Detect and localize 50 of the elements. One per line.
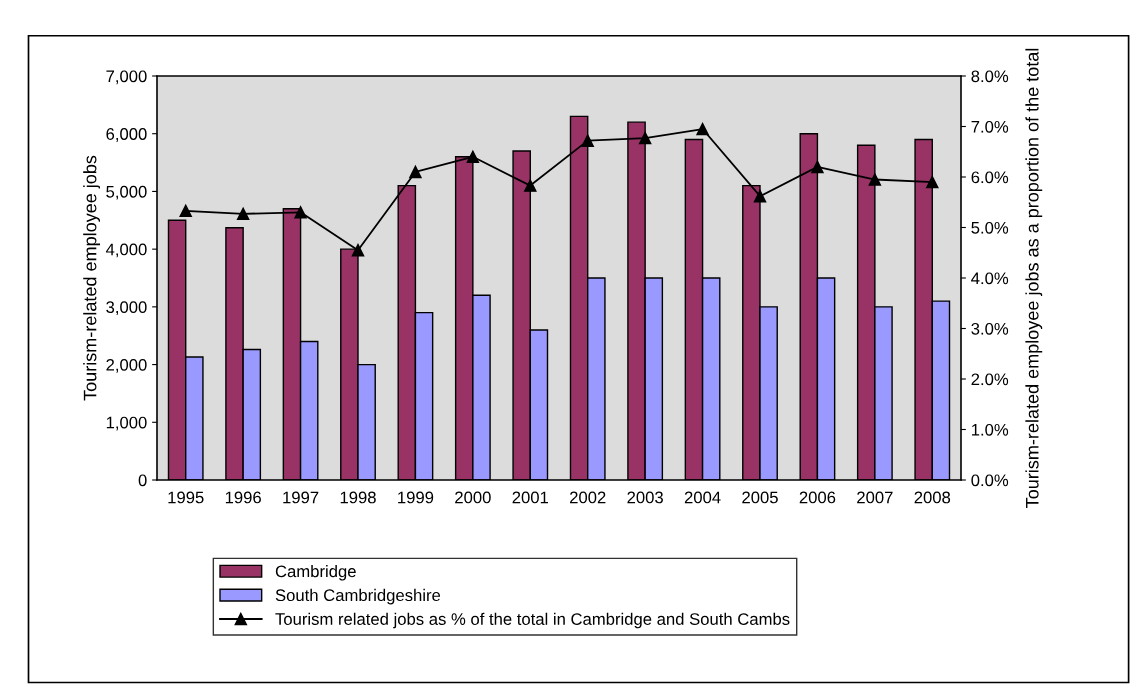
point — [294, 206, 307, 219]
point — [351, 243, 365, 257]
point — [581, 134, 594, 147]
x-tick-label: 1997 — [283, 491, 319, 504]
x-tick-label: 2001 — [512, 491, 549, 504]
legend-label: Tourism related jobs as % of the total in Cambridge and South Cambs — [275, 612, 790, 629]
y2-tick-label: 1.0% — [971, 423, 1009, 436]
y-tick-label: 4,000 — [105, 243, 147, 258]
point — [638, 131, 652, 145]
x-tick-label: 2005 — [742, 491, 778, 504]
y2-tick-label: 0.0% — [971, 474, 1009, 487]
y-tick-label: 5,000 — [106, 185, 147, 200]
y-tick-label: 2,000 — [106, 358, 147, 373]
x-tick-label: 2006 — [799, 491, 836, 504]
point — [524, 179, 537, 192]
x-tick-label: 2003 — [627, 491, 663, 504]
point — [409, 165, 422, 179]
point — [811, 160, 824, 174]
y2-tick-label: 3.0% — [971, 322, 1009, 335]
x-tick-label: 2002 — [570, 491, 606, 504]
x-tick-label: 1999 — [398, 491, 434, 504]
y-axis-title: Tourism-related employee jobs — [83, 155, 101, 401]
y2-tick-label: 6.0% — [971, 171, 1009, 184]
x-tick-label: 2008 — [914, 491, 951, 504]
y2-axis-title: Tourism-related employee jobs as a proportion of the total — [1025, 48, 1043, 508]
legend-label: Cambridge — [275, 565, 356, 581]
x-tick-label: 1998 — [340, 491, 376, 504]
x-tick-label: 2004 — [684, 491, 721, 504]
y2-tick-label: 7.0% — [971, 120, 1009, 133]
point — [236, 207, 250, 221]
y2-tick-label: 8.0% — [971, 70, 1009, 83]
point — [696, 122, 709, 136]
point — [926, 175, 939, 189]
point — [868, 173, 882, 186]
y-tick-label: 0 — [138, 474, 147, 487]
y-tick-label: 3,000 — [106, 301, 147, 316]
y-tick-label: 1,000 — [106, 416, 147, 431]
x-tick-label: 1995 — [168, 491, 204, 504]
y-tick-label: 6,000 — [106, 128, 147, 142]
point — [753, 189, 767, 203]
x-tick-label: 2000 — [455, 491, 491, 504]
x-tick-label: 2007 — [857, 491, 893, 504]
y-tick-label: 7,000 — [106, 70, 147, 85]
y2-tick-label: 4.0% — [971, 272, 1009, 285]
point — [179, 204, 192, 218]
point — [466, 150, 480, 164]
y2-tick-label: 5.0% — [971, 221, 1009, 234]
x-tick-label: 1996 — [225, 491, 261, 504]
y2-tick-label: 2.0% — [971, 373, 1009, 386]
legend-label: South Cambridgeshire — [275, 588, 441, 605]
